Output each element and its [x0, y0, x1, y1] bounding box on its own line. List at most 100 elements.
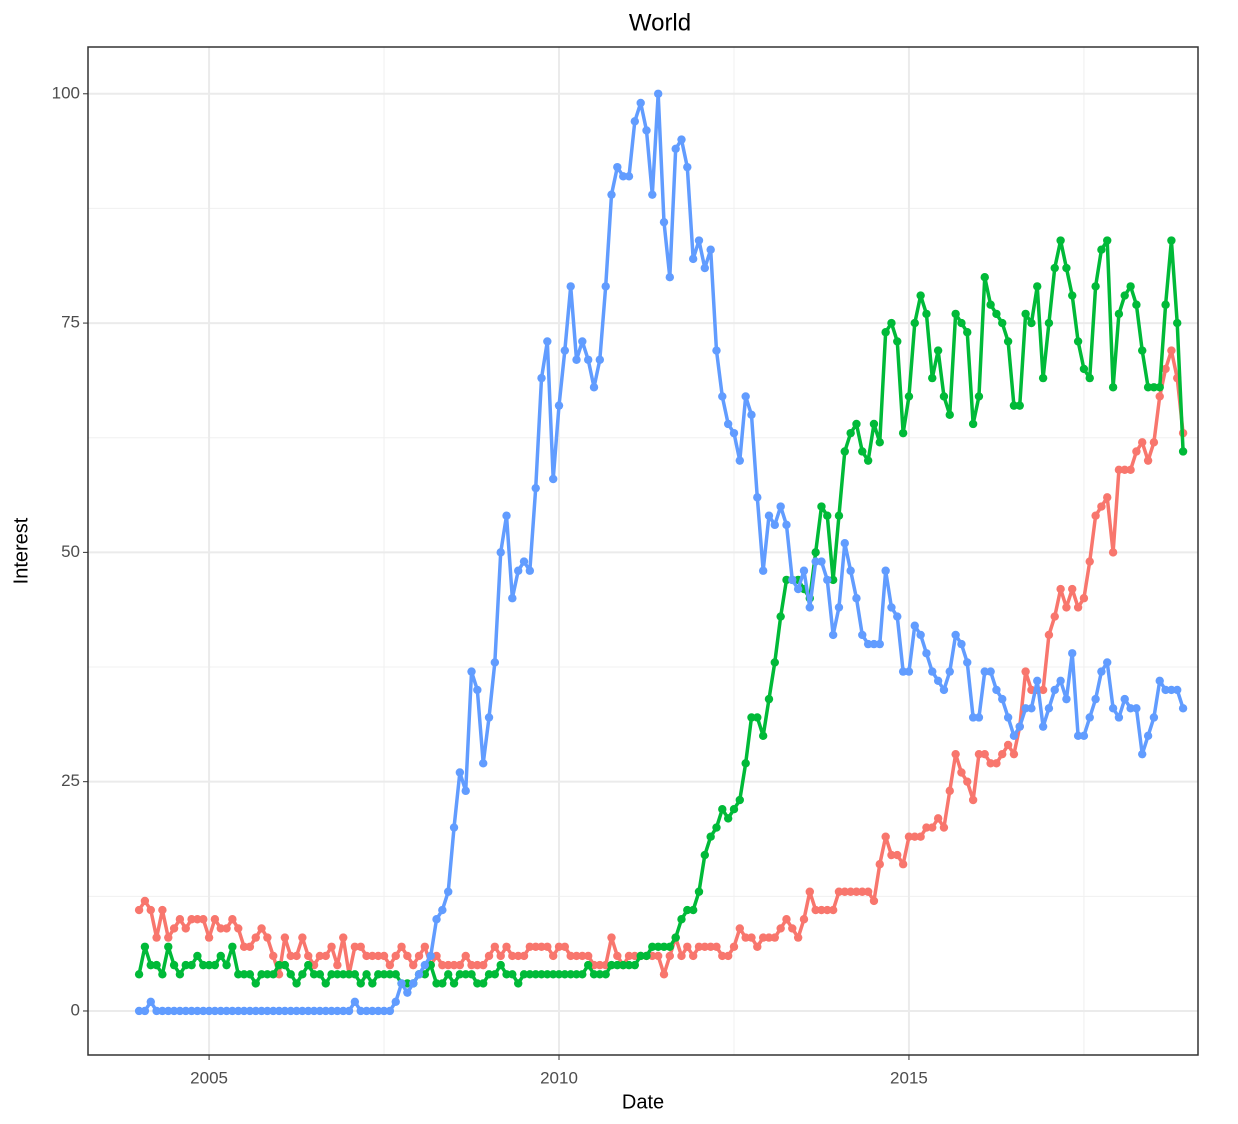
- data-point: [379, 1006, 389, 1016]
- data-point: [549, 970, 558, 979]
- data-point: [1021, 309, 1030, 319]
- data-point: [315, 1006, 325, 1016]
- data-point: [187, 915, 196, 924]
- data-point: [875, 860, 884, 869]
- data-point: [974, 392, 984, 401]
- data-point: [928, 823, 937, 832]
- data-point: [269, 1006, 278, 1016]
- data-point: [578, 970, 587, 979]
- data-point: [1149, 383, 1159, 392]
- data-point: [811, 548, 820, 557]
- data-point: [339, 933, 348, 942]
- data-point: [618, 172, 628, 181]
- data-point: [700, 942, 709, 951]
- data-point: [753, 942, 762, 951]
- data-point: [887, 603, 896, 612]
- data-point: [1173, 318, 1182, 328]
- data-point: [922, 649, 931, 658]
- data-point: [799, 915, 809, 924]
- data-point: [665, 942, 675, 951]
- data-point: [1155, 383, 1164, 392]
- data-point: [770, 520, 779, 530]
- data-point: [1009, 731, 1019, 741]
- data-point: [898, 428, 908, 438]
- data-point: [193, 1006, 202, 1016]
- data-point: [496, 960, 505, 970]
- data-point: [624, 172, 634, 181]
- data-point: [1044, 704, 1054, 713]
- data-point: [239, 942, 249, 951]
- data-point: [502, 511, 511, 520]
- data-point: [432, 979, 441, 988]
- data-point: [152, 1006, 161, 1016]
- data-point: [479, 979, 488, 988]
- data-point: [811, 905, 820, 915]
- data-point: [887, 850, 896, 860]
- data-point: [968, 713, 978, 722]
- data-point: [152, 960, 161, 970]
- data-point: [263, 933, 272, 942]
- y-tick-label: 100: [52, 83, 80, 102]
- data-point: [187, 1006, 196, 1016]
- data-point: [1085, 373, 1094, 383]
- data-point: [158, 970, 167, 979]
- data-point: [304, 1006, 313, 1016]
- data-point: [747, 713, 756, 722]
- data-point: [1155, 676, 1164, 685]
- data-point: [362, 951, 371, 961]
- data-point: [549, 474, 558, 484]
- data-point: [315, 970, 325, 979]
- data-point: [1178, 447, 1188, 456]
- data-point: [688, 905, 698, 915]
- data-point: [881, 566, 890, 575]
- data-point: [1038, 373, 1048, 383]
- data-point: [1079, 364, 1089, 374]
- data-point: [945, 786, 954, 796]
- data-point: [444, 887, 453, 896]
- data-point: [204, 1006, 214, 1016]
- data-point: [817, 905, 826, 915]
- data-point: [624, 960, 634, 970]
- data-point: [776, 502, 785, 511]
- data-point: [887, 318, 896, 328]
- data-point: [309, 970, 319, 979]
- data-point: [694, 887, 704, 896]
- data-point: [274, 1006, 284, 1016]
- data-point: [583, 960, 593, 970]
- data-point: [671, 144, 680, 154]
- data-point: [706, 832, 715, 841]
- data-point: [467, 970, 476, 979]
- data-point: [700, 850, 709, 860]
- data-point: [659, 942, 669, 951]
- data-point: [747, 410, 756, 419]
- data-point: [199, 1006, 208, 1016]
- data-point: [228, 915, 237, 924]
- data-point: [1079, 731, 1089, 741]
- data-point: [706, 245, 715, 254]
- data-point: [1050, 685, 1059, 695]
- data-point: [1027, 318, 1036, 328]
- data-point: [1126, 704, 1135, 713]
- data-point: [869, 896, 879, 906]
- data-point: [683, 162, 692, 172]
- data-point: [904, 392, 914, 401]
- data-point: [391, 997, 400, 1007]
- data-point: [298, 970, 307, 979]
- data-point: [863, 456, 873, 465]
- data-point: [239, 1006, 249, 1016]
- data-point: [1015, 722, 1024, 731]
- data-point: [210, 915, 220, 924]
- data-point: [601, 960, 610, 970]
- data-point: [863, 639, 873, 649]
- data-point: [187, 960, 196, 970]
- data-point: [210, 1006, 220, 1016]
- data-point: [945, 667, 954, 676]
- data-point: [1050, 263, 1059, 273]
- data-point: [368, 1006, 377, 1016]
- data-point: [397, 979, 406, 988]
- data-point: [263, 970, 272, 979]
- data-point: [514, 979, 523, 988]
- data-point: [333, 970, 342, 979]
- data-point: [432, 951, 441, 961]
- data-point: [893, 612, 902, 621]
